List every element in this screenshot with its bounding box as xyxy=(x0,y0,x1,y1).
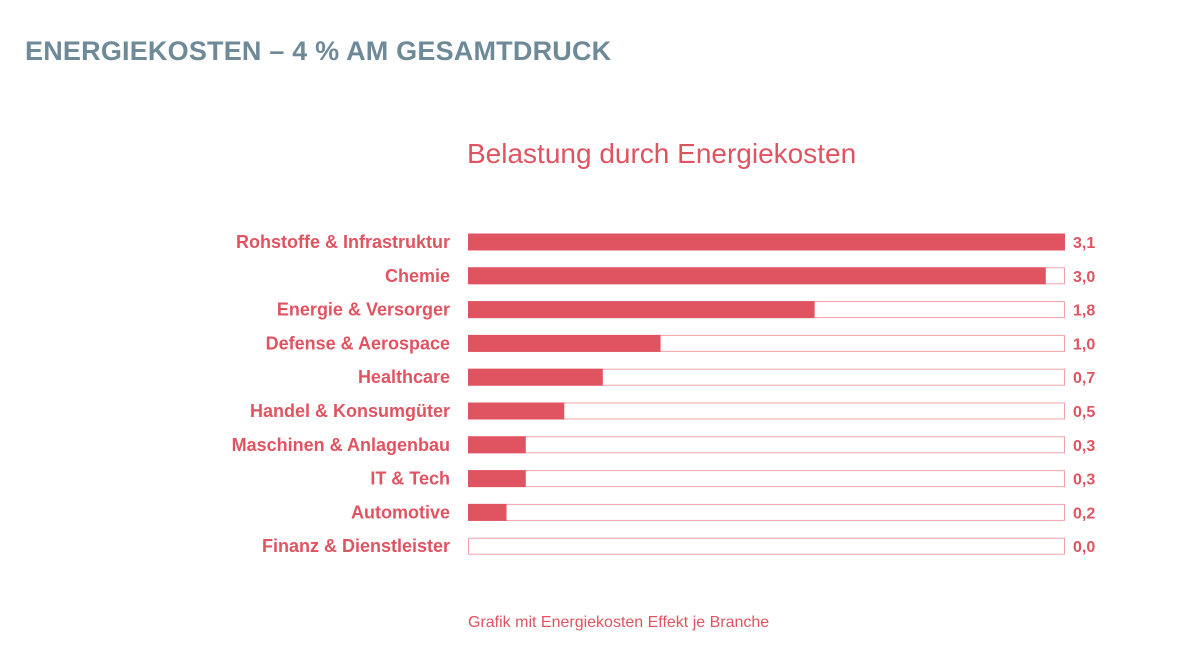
value-label: 0,5 xyxy=(1073,404,1095,421)
chart-title: Belastung durch Energiekosten xyxy=(467,138,857,169)
bar xyxy=(468,436,526,454)
category-label: IT & Tech xyxy=(370,469,450,489)
bar-track xyxy=(468,470,1065,488)
value-label: 0,7 xyxy=(1073,370,1095,387)
category-label: Energie & Versorger xyxy=(277,300,450,320)
value-label: 1,8 xyxy=(1073,303,1095,320)
value-label: 0,3 xyxy=(1073,472,1095,489)
page-title: ENERGIEKOSTEN – 4 % AM GESAMTDRUCK xyxy=(25,36,612,66)
bar xyxy=(468,503,507,521)
category-label: Rohstoffe & Infrastruktur xyxy=(236,232,450,252)
bar xyxy=(468,402,565,420)
category-label: Finanz & Dienstleister xyxy=(262,536,450,556)
bar xyxy=(468,470,526,488)
bar-track xyxy=(468,503,1065,521)
bar xyxy=(468,368,603,386)
category-label: Chemie xyxy=(385,266,450,286)
bar-track xyxy=(468,537,1065,555)
chart-caption: Grafik mit Energiekosten Effekt je Branc… xyxy=(468,614,770,631)
value-label: 0,3 xyxy=(1073,438,1095,455)
category-label: Handel & Konsumgüter xyxy=(250,401,450,421)
bar xyxy=(468,267,1046,285)
bar xyxy=(468,301,815,319)
bar xyxy=(468,334,661,352)
value-label: 3,0 xyxy=(1073,269,1095,286)
value-label: 3,1 xyxy=(1073,235,1095,252)
category-label: Automotive xyxy=(351,502,450,522)
category-label: Maschinen & Anlagenbau xyxy=(232,435,450,455)
value-label: 1,0 xyxy=(1073,336,1095,353)
category-label: Defense & Aerospace xyxy=(266,333,450,353)
value-label: 0,0 xyxy=(1073,539,1095,556)
bar xyxy=(468,233,1065,251)
value-label: 0,2 xyxy=(1073,505,1095,522)
category-label: Healthcare xyxy=(358,367,450,387)
bar-track xyxy=(468,436,1065,454)
